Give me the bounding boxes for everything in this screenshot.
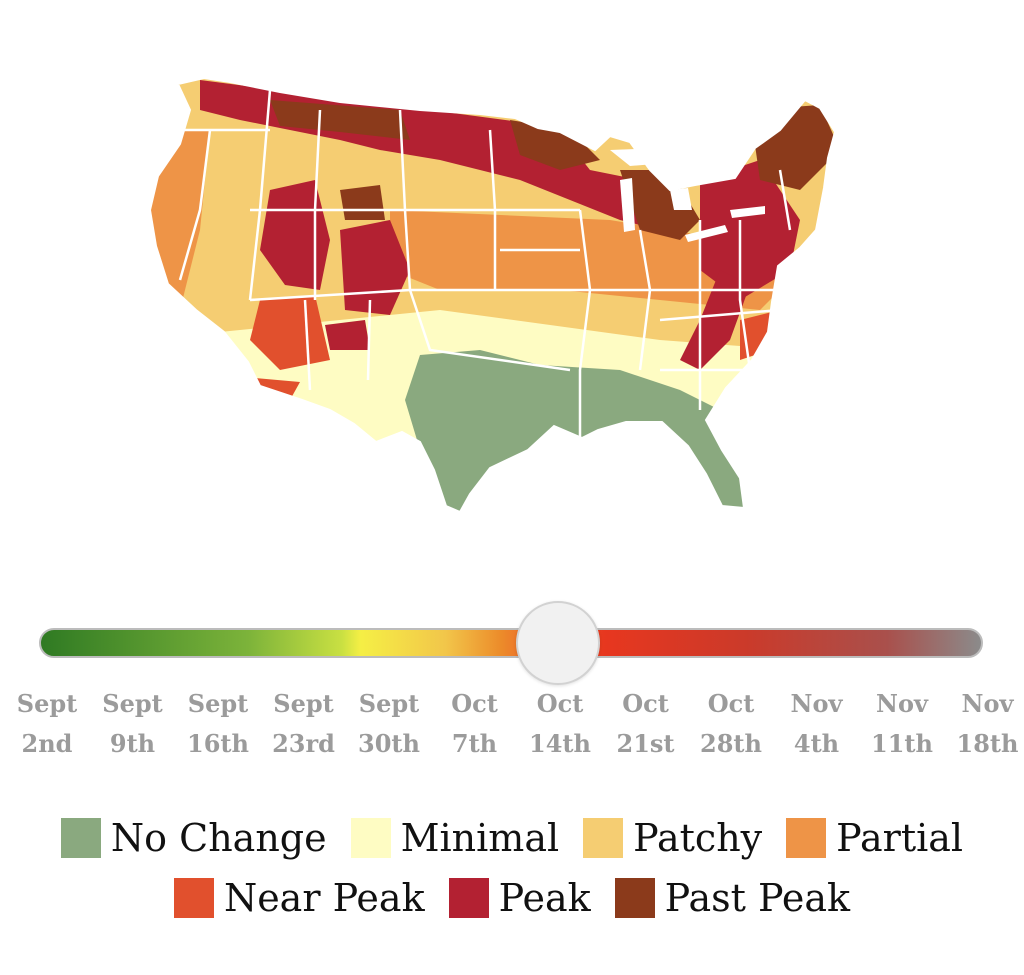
legend-label-near-peak: Near Peak [223,876,425,920]
legend-item-patchy: Patchy [583,816,762,860]
border-line [408,289,571,372]
border-line [578,209,592,440]
legend-item-near-peak: Near Peak [173,876,425,920]
border-line [738,220,752,371]
lake-erie [685,225,728,242]
legend-row-2: Near Peak Peak Past Peak [0,868,1024,928]
legend-swatch-patchy [583,818,624,858]
date-tick-month: Sept [102,689,163,718]
date-tick-day: 30th [358,729,420,758]
date-tick[interactable]: Sept 9th [93,684,173,764]
region-montana-past-peak [270,100,410,140]
border-line [659,308,781,322]
lake-superior [610,148,680,166]
date-tick-day: 18th [956,729,1019,758]
date-tick-month: Sept [358,689,420,718]
date-tick-day: 21st [616,729,675,758]
date-tick-day: 11th [871,729,933,758]
fall-foliage-map [140,70,860,530]
legend-swatch-near-peak [173,878,214,918]
region-rockies-peak [260,180,330,290]
date-tick-month: Oct [536,689,584,718]
foliage-legend: No Change Minimal Patchy Partial Near Pe… [0,808,1024,928]
date-tick-month: Nov [790,689,843,718]
date-slider-thumb[interactable] [516,601,600,685]
legend-swatch-partial [786,818,827,858]
date-tick-day: 2nd [21,729,73,758]
legend-label-peak: Peak [498,876,591,920]
date-tick[interactable]: Sept 30th [349,684,429,764]
legend-swatch-no-change [60,818,101,858]
date-tick[interactable]: Sept 2nd [7,684,87,764]
border-line [638,229,652,371]
border-line [178,129,212,281]
date-tick[interactable]: Oct 28th [691,684,771,764]
legend-item-past-peak: Past Peak [614,876,851,920]
us-map-svg [148,76,837,514]
legend-swatch-peak [448,878,489,918]
legend-swatch-minimal [350,818,391,858]
date-tick[interactable]: Sept 16th [178,684,258,764]
region-appalachian-peak [680,270,750,370]
date-tick[interactable]: Nov 18th [948,684,1024,764]
date-timeline: Sept 2nd Sept 9th Sept 16th Sept 23rd Sept 30th Oc… [0,598,1024,768]
region-southwest-near-peak [250,295,330,370]
us-outline [148,76,837,514]
date-tick[interactable]: Sept 23rd [264,684,344,764]
region-minnesota-past-peak [510,120,600,170]
lake-michigan [620,178,635,232]
date-slider-track[interactable] [39,628,983,658]
date-tick-month: Oct [622,689,669,718]
date-tick-month: Oct [451,689,498,718]
border-line [488,129,497,290]
legend-item-partial: Partial [786,816,963,860]
date-tick[interactable]: Oct 21st [606,684,686,764]
date-tick-day: 14th [529,729,591,758]
border-line [249,288,780,302]
border-line [398,109,412,291]
legend-label-minimal: Minimal [400,816,560,860]
date-tick[interactable]: Oct 7th [435,684,515,764]
date-tick-month: Nov [961,689,1014,718]
legend-item-peak: Peak [448,876,591,920]
legend-label-past-peak: Past Peak [664,876,851,920]
date-tick-day: 16th [187,729,249,758]
legend-label-patchy: Patchy [633,816,763,860]
region-northeast-peak [700,160,800,300]
legend-item-no-change: No Change [60,816,327,860]
lake-huron [670,188,692,210]
map-regions [150,78,835,512]
date-tick-day: 28th [700,729,762,758]
date-tick-day: 4th [793,729,840,758]
date-tick[interactable]: Nov 4th [777,684,857,764]
region-wyoming-past-peak [340,185,385,220]
state-borders [160,89,792,440]
border-line [303,299,312,391]
legend-label-partial: Partial [836,816,964,860]
border-line [313,109,322,300]
date-tick[interactable]: Oct 14th [520,684,600,764]
border-line [366,299,372,381]
legend-item-minimal: Minimal [350,816,560,860]
date-tick-labels: Sept 2nd Sept 9th Sept 16th Sept 23rd Sept 30th Oc… [0,684,1024,764]
great-lakes [610,148,765,242]
legend-swatch-past-peak [614,878,655,918]
border-line [778,169,792,231]
date-tick-month: Oct [707,689,755,718]
date-tick-month: Sept [187,689,249,718]
legend-row-1: No Change Minimal Patchy Partial [0,808,1024,868]
date-tick-day: 23rd [272,729,335,758]
date-tick-month: Nov [876,689,928,718]
lake-ontario [730,206,765,218]
date-tick[interactable]: Nov 11th [862,684,942,764]
date-tick-day: 7th [451,729,498,758]
date-tick-day: 9th [109,729,156,758]
region-newmexico-peak [325,320,370,350]
legend-label-no-change: No Change [110,816,327,860]
date-tick-month: Sept [16,689,78,718]
date-tick-month: Sept [273,689,334,718]
